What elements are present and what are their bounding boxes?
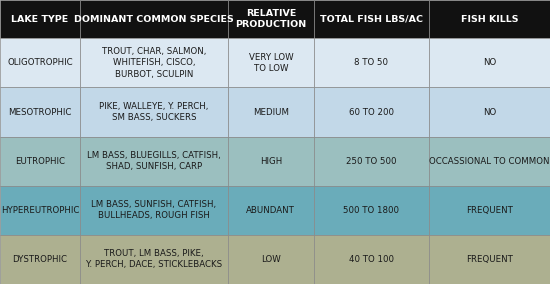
Bar [0, 186, 80, 235]
Bar [314, 38, 429, 87]
Text: OLIGOTROPHIC: OLIGOTROPHIC [7, 59, 73, 67]
Text: 500 TO 1800: 500 TO 1800 [343, 206, 399, 215]
Text: 40 TO 100: 40 TO 100 [349, 255, 394, 264]
Text: LOW: LOW [261, 255, 280, 264]
Bar [314, 0, 429, 38]
Text: FREQUENT: FREQUENT [466, 206, 513, 215]
Text: LM BASS, SUNFISH, CATFISH,
BULLHEADS, ROUGH FISH: LM BASS, SUNFISH, CATFISH, BULLHEADS, RO… [91, 200, 217, 220]
Bar [80, 186, 228, 235]
Bar [228, 186, 314, 235]
Bar [429, 235, 550, 284]
Text: NO: NO [483, 59, 496, 67]
Text: HIGH: HIGH [260, 157, 282, 166]
Bar [228, 137, 314, 186]
Text: RELATIVE
PRODUCTION: RELATIVE PRODUCTION [235, 9, 306, 29]
Bar [314, 87, 429, 137]
Text: NO: NO [483, 108, 496, 116]
Bar [314, 186, 429, 235]
Bar [80, 0, 228, 38]
Bar [80, 87, 228, 137]
Bar [314, 235, 429, 284]
Bar [0, 235, 80, 284]
Bar [0, 87, 80, 137]
Text: MEDIUM: MEDIUM [253, 108, 289, 116]
Bar [228, 235, 314, 284]
Bar [80, 38, 228, 87]
Bar [429, 137, 550, 186]
Bar [80, 235, 228, 284]
Text: MESOTROPHIC: MESOTROPHIC [8, 108, 72, 116]
Text: DYSTROPHIC: DYSTROPHIC [12, 255, 67, 264]
Bar [429, 38, 550, 87]
Bar [80, 137, 228, 186]
Bar [228, 0, 314, 38]
Text: LAKE TYPE: LAKE TYPE [11, 15, 69, 24]
Text: FREQUENT: FREQUENT [466, 255, 513, 264]
Text: OCCASSIONAL TO COMMON: OCCASSIONAL TO COMMON [429, 157, 550, 166]
Text: VERY LOW
TO LOW: VERY LOW TO LOW [249, 53, 293, 73]
Text: HYPEREUTROPHIC: HYPEREUTROPHIC [1, 206, 79, 215]
Text: EUTROPHIC: EUTROPHIC [15, 157, 65, 166]
Bar [228, 87, 314, 137]
Text: 250 TO 500: 250 TO 500 [346, 157, 397, 166]
Bar [429, 186, 550, 235]
Bar [0, 38, 80, 87]
Text: ABUNDANT: ABUNDANT [246, 206, 295, 215]
Bar [228, 38, 314, 87]
Text: TOTAL FISH LBS/AC: TOTAL FISH LBS/AC [320, 15, 423, 24]
Bar [314, 137, 429, 186]
Text: DOMINANT COMMON SPECIES: DOMINANT COMMON SPECIES [74, 15, 234, 24]
Text: PIKE, WALLEYE, Y. PERCH,
SM BASS, SUCKERS: PIKE, WALLEYE, Y. PERCH, SM BASS, SUCKER… [100, 102, 208, 122]
Text: TROUT, CHAR, SALMON,
WHITEFISH, CISCO,
BURBOT, SCULPIN: TROUT, CHAR, SALMON, WHITEFISH, CISCO, B… [102, 47, 206, 78]
Text: FISH KILLS: FISH KILLS [461, 15, 518, 24]
Bar [429, 87, 550, 137]
Text: TROUT, LM BASS, PIKE,
Y. PERCH, DACE, STICKLEBACKS: TROUT, LM BASS, PIKE, Y. PERCH, DACE, ST… [86, 249, 222, 270]
Bar [0, 137, 80, 186]
Bar [429, 0, 550, 38]
Text: 60 TO 200: 60 TO 200 [349, 108, 394, 116]
Text: LM BASS, BLUEGILLS, CATFISH,
SHAD, SUNFISH, CARP: LM BASS, BLUEGILLS, CATFISH, SHAD, SUNFI… [87, 151, 221, 171]
Bar [0, 0, 80, 38]
Text: 8 TO 50: 8 TO 50 [354, 59, 388, 67]
